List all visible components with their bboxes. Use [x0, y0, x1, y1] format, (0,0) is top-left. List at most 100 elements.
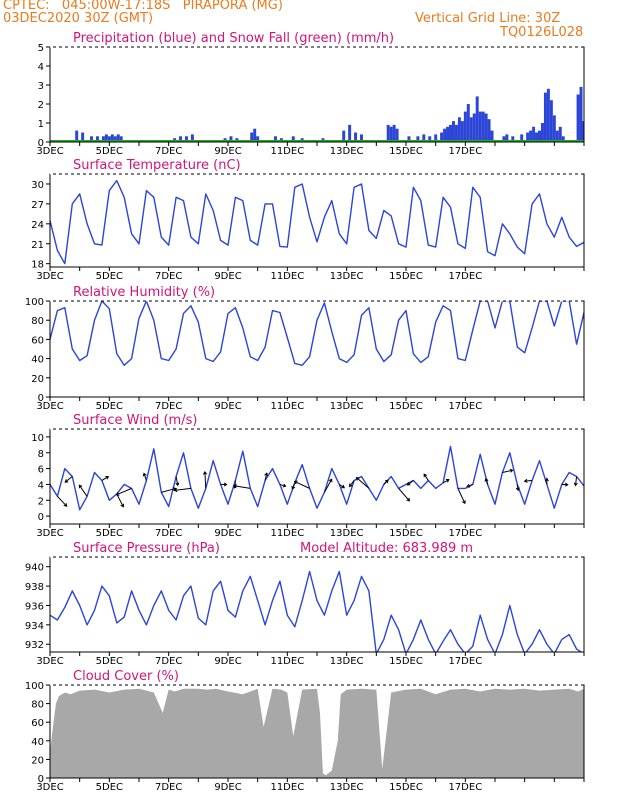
y-tick-label: 27: [31, 200, 44, 211]
wind-arrowhead: [509, 468, 514, 473]
x-tick-label: 15DEC: [389, 656, 423, 667]
plot-frame: [49, 428, 585, 525]
wind-vector: [466, 483, 473, 488]
x-tick-label: 13DEC: [330, 528, 364, 539]
y-tick-label: 0: [38, 138, 44, 149]
y-tick-label: 0: [38, 393, 44, 404]
x-tick-label: 5DEC: [96, 271, 123, 282]
precip-bar: [95, 136, 99, 142]
wind-arrowhead: [293, 480, 298, 485]
x-tick-label: 3DEC: [36, 528, 63, 539]
panel-4: 3DEC 5DEC 7DEC 9DEC 11DEC 13DEC 15DEC 17DEC 932 9…: [25, 541, 585, 667]
precip-bar: [540, 123, 544, 142]
x-tick-label: 13DEC: [330, 271, 364, 282]
y-tick-label: 40: [31, 355, 44, 366]
precip-bar: [549, 100, 553, 142]
series-line: [50, 445, 584, 511]
x-tick-label: 7DEC: [155, 782, 182, 793]
series-line: [50, 179, 584, 265]
y-tick-label: 940: [25, 563, 44, 574]
y-tick-label: 20: [31, 755, 44, 766]
precip-bar: [469, 117, 473, 142]
series-line: [50, 301, 584, 366]
wind-arrowhead: [328, 478, 333, 483]
precip-bar: [457, 117, 461, 142]
panel-title: Surface Wind (m/s): [73, 413, 197, 428]
y-tick-label: 80: [31, 700, 44, 711]
x-tick-label: 11DEC: [270, 782, 304, 793]
y-tick-label: 4: [38, 480, 44, 491]
panel-title: Surface Temperature (nC): [73, 158, 241, 173]
y-tick-label: 100: [25, 681, 44, 692]
panel-2: 3DEC 5DEC 7DEC 9DEC 11DEC 13DEC 15DEC 17DEC 0 20 4…: [25, 285, 585, 412]
y-tick-label: 21: [31, 240, 44, 251]
wind-vector: [143, 473, 147, 481]
wind-arrowhead: [223, 482, 228, 487]
precip-bar: [395, 128, 399, 142]
y-tick-label: 24: [31, 220, 44, 231]
precip-bar: [520, 134, 524, 142]
precip-bar: [428, 136, 432, 142]
wind-arrowhead: [423, 473, 428, 478]
x-tick-label: 17DEC: [448, 146, 482, 157]
x-tick-label: 9DEC: [214, 146, 241, 157]
precip-bar: [466, 104, 470, 142]
y-tick-label: 4: [38, 62, 44, 73]
x-tick-label: 15DEC: [389, 146, 423, 157]
precip-bar: [526, 132, 530, 142]
precip-bar: [472, 113, 476, 142]
wind-vector: [291, 482, 296, 490]
wind-arrowhead: [523, 478, 528, 483]
x-tick-label: 7DEC: [155, 656, 182, 667]
precip-bar: [342, 130, 346, 142]
plot-frame: [49, 556, 585, 653]
x-tick-label: 3DEC: [36, 782, 63, 793]
y-tick-label: 5: [38, 43, 44, 54]
wind-vector: [175, 476, 179, 486]
x-tick-label: 17DEC: [448, 271, 482, 282]
precip-bar: [481, 111, 485, 142]
precip-bar: [576, 94, 580, 142]
wind-vector: [174, 487, 191, 491]
wind-arrowhead: [355, 476, 360, 481]
x-tick-label: 7DEC: [155, 271, 182, 282]
wind-arrowhead: [406, 497, 411, 502]
wind-vector: [407, 480, 414, 486]
wind-arrowhead: [462, 500, 466, 505]
precip-bar: [386, 124, 390, 142]
wind-arrowhead: [384, 479, 389, 484]
wind-arrowhead: [105, 476, 110, 480]
x-tick-label: 9DEC: [214, 271, 241, 282]
panel-title: Precipitation (blue) and Snow Fall (gree…: [73, 31, 394, 46]
x-tick-label: 5DEC: [96, 401, 123, 412]
wind-arrowhead: [406, 481, 411, 486]
precip-bar: [116, 134, 120, 142]
precip-bar: [422, 134, 426, 142]
x-tick-label: 9DEC: [214, 656, 241, 667]
precip-bar: [104, 134, 108, 142]
precip-bar: [273, 136, 277, 142]
y-tick-label: 60: [31, 718, 44, 729]
wind-vector: [204, 471, 207, 489]
plot-area: [50, 570, 583, 652]
plot-area: [50, 445, 584, 511]
precip-bar: [348, 124, 352, 142]
series-line: [50, 570, 583, 652]
plot-frame: [49, 300, 585, 398]
plot-area: [50, 301, 584, 366]
precip-bar: [532, 126, 536, 142]
wind-arrowhead: [142, 472, 147, 477]
precip-bar: [535, 132, 539, 142]
precip-bar: [416, 136, 420, 142]
x-tick-label: 17DEC: [448, 656, 482, 667]
wind-arrowhead: [175, 482, 180, 487]
precip-bar: [250, 132, 254, 142]
wind-vector: [524, 479, 533, 482]
precip-bar: [113, 136, 117, 142]
y-tick-label: 938: [25, 582, 44, 593]
wind-vector: [574, 476, 578, 486]
precip-bar: [487, 119, 491, 142]
precip-bar: [256, 136, 260, 142]
x-tick-label: 15DEC: [389, 271, 423, 282]
wind-arrowhead: [445, 478, 450, 483]
